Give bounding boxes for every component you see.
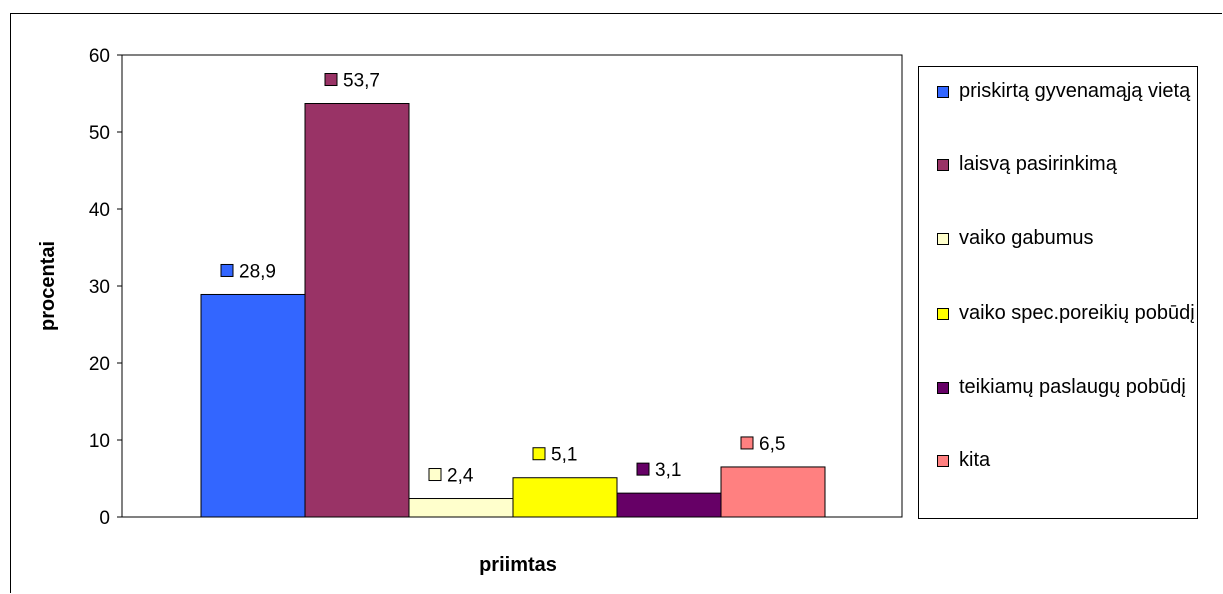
data-label-swatch [636, 462, 650, 476]
legend-label: laisvą pasirinkimą [959, 153, 1117, 175]
data-label: 2,4 [447, 466, 474, 487]
y-axis-title: procentai [37, 241, 59, 331]
legend-swatch [937, 382, 949, 394]
bar-3 [408, 498, 514, 518]
data-label: 5,1 [551, 445, 577, 466]
bar-4 [512, 477, 618, 518]
y-tick-label: 0 [99, 508, 110, 529]
legend-swatch [937, 308, 949, 320]
legend-item: priskirtą gyvenamąją vietą [937, 77, 1199, 105]
legend-label: vaiko gabumus [959, 227, 1094, 249]
legend-item: vaiko gabumus [937, 224, 1199, 252]
legend-swatch [937, 233, 949, 245]
data-label: 3,1 [655, 460, 681, 481]
bar-5 [616, 492, 722, 518]
y-axis: 0 10 20 30 40 50 60 [89, 46, 122, 529]
data-label: 28,9 [239, 261, 276, 282]
x-axis-title: priimtas [479, 554, 557, 576]
legend-item: teikiamų paslaugų pobūdį [937, 373, 1199, 401]
y-tick-label: 20 [89, 354, 110, 375]
bar-6 [720, 466, 826, 518]
legend: priskirtą gyvenamąją vietą laisvą pasirin… [918, 66, 1198, 519]
data-label-swatch [428, 468, 442, 482]
bar-1 [200, 293, 306, 518]
bars-group [200, 103, 826, 518]
legend-label: kita [959, 449, 991, 471]
y-tick-label: 60 [89, 46, 110, 67]
legend-label: priskirtą gyvenamąją vietą [959, 80, 1191, 102]
legend-label: teikiamų paslaugų pobūdį [959, 376, 1186, 398]
legend-item: kita [937, 446, 1199, 474]
data-label-swatch [532, 447, 546, 461]
data-label: 6,5 [759, 434, 785, 455]
y-tick-label: 10 [89, 431, 110, 452]
data-label-swatch [220, 263, 234, 277]
legend-swatch [937, 86, 949, 98]
y-tick-label: 30 [89, 277, 110, 298]
y-tick-label: 40 [89, 200, 110, 221]
bar-2 [304, 103, 410, 518]
data-label-swatch [324, 73, 338, 87]
legend-item: vaiko spec.poreikių pobūdį [937, 299, 1199, 327]
legend-label: vaiko spec.poreikių pobūdį [959, 302, 1195, 324]
chart-frame [10, 13, 1222, 593]
data-label: 53,7 [343, 71, 380, 92]
legend-swatch [937, 455, 949, 467]
legend-item: laisvą pasirinkimą [937, 150, 1199, 178]
y-tick-label: 50 [89, 123, 110, 144]
data-labels-group: 28,9 53,7 2,4 5,1 3,1 6,5 [220, 71, 785, 487]
legend-swatch [937, 159, 949, 171]
data-label-swatch [740, 436, 754, 450]
